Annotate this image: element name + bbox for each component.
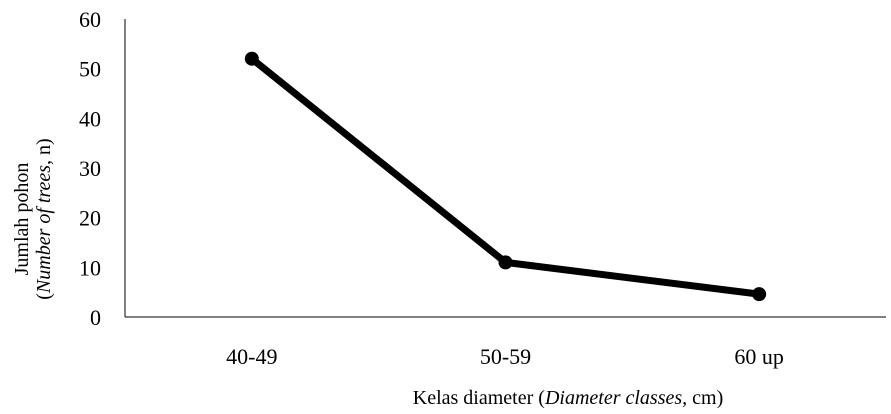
- y-axis-title-line2: (Number of trees, n): [33, 138, 55, 299]
- x-axis-title-italic: Diameter classes,: [544, 387, 687, 409]
- x-axis-title-main: Kelas diameter (: [413, 387, 545, 409]
- x-axis-title-tail: cm): [687, 387, 723, 409]
- x-axis-ticks: 40-49 50-59 60 up: [226, 344, 784, 369]
- data-point-marker: [244, 51, 259, 66]
- data-point-marker: [498, 255, 513, 270]
- y-tick-label: 20: [79, 206, 101, 231]
- y-axis-ticks: 0 10 20 30 40 50 60: [79, 7, 101, 330]
- y-axis-title: Jumlah pohon (Number of trees, n): [11, 138, 55, 299]
- y-tick-label: 30: [79, 156, 101, 181]
- y-axis-title-line2-italic: Number of trees: [33, 165, 55, 294]
- x-tick-label: 50-59: [480, 344, 531, 369]
- y-axis-title-line2-tail: , n): [33, 138, 55, 165]
- series-markers: [244, 51, 767, 302]
- y-tick-label: 10: [79, 255, 101, 280]
- y-tick-label: 60: [79, 7, 101, 32]
- y-tick-label: 50: [79, 57, 101, 82]
- x-tick-label: 60 up: [734, 344, 784, 369]
- x-axis-title: Kelas diameter (Diameter classes, cm): [413, 387, 723, 409]
- x-tick-label: 40-49: [226, 344, 277, 369]
- data-point-marker: [752, 287, 767, 302]
- y-axis-title-line2-pre: (: [33, 293, 55, 300]
- y-tick-label: 0: [90, 305, 101, 330]
- y-axis-title-line1: Jumlah pohon: [11, 163, 33, 276]
- y-tick-label: 40: [79, 106, 101, 131]
